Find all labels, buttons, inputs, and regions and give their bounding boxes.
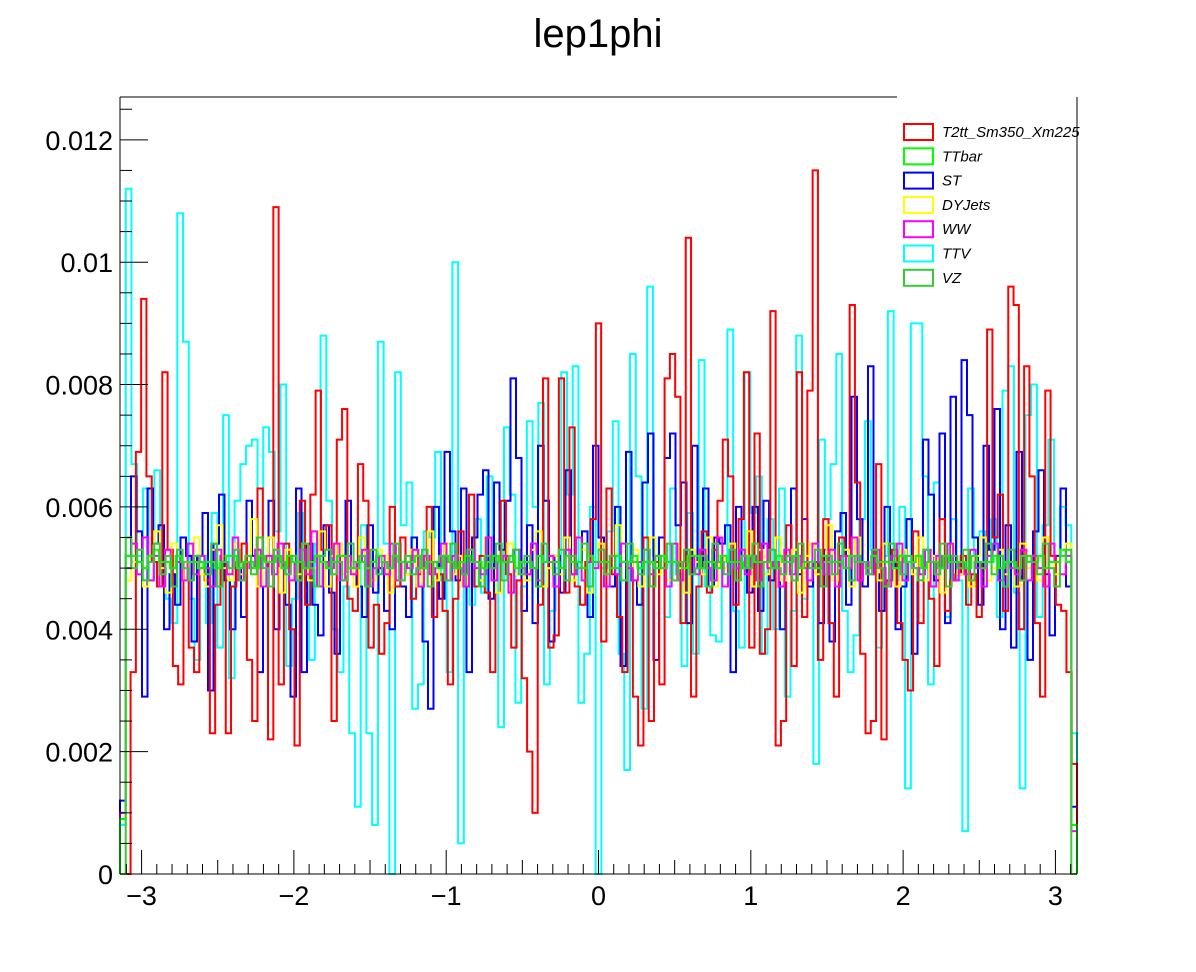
x-tick-label: 0 [591,881,606,911]
x-tick-label: −2 [278,881,309,911]
legend-label: TTV [942,246,972,263]
y-axis: 0 0.002 0.004 0.006 0.008 0.01 0.012 [45,108,148,890]
x-tick-label: 2 [896,881,911,911]
y-tick-label: 0.012 [45,126,113,156]
y-tick-label: 0.01 [60,248,113,278]
y-tick-label: 0.008 [45,371,113,401]
legend-swatch [903,268,934,287]
series-layer [119,169,1078,875]
legend-swatch [903,123,934,141]
legend-label: DYJets [942,197,991,214]
legend-swatch [903,244,934,263]
y-tick-label: 0.004 [45,615,113,645]
x-axis: −3 −2 −1 0 1 2 3 [125,850,1072,911]
x-tick-label: 3 [1048,881,1063,911]
legend-swatch [903,171,934,190]
legend-label: TTbar [942,148,983,165]
legend-label: ST [942,173,963,190]
series-vz-line [120,536,1077,875]
x-tick-label: 1 [743,881,758,911]
legend-swatch [903,195,934,214]
y-tick-label: 0.006 [45,493,113,523]
x-tick-label: −1 [431,881,462,911]
chart-title: lep1phi [533,12,662,56]
x-tick-label: −3 [126,881,157,911]
y-tick-label: 0 [98,860,113,890]
legend-label: WW [942,221,972,238]
y-tick-label: 0.002 [45,738,113,768]
legend-swatch [903,147,934,166]
legend-swatch [903,220,934,239]
series-t2tt-sm350-xm225-line [120,169,1078,875]
legend-label: VZ [942,270,962,287]
plot-frame [119,96,1078,875]
legend: T2tt_Sm350_Xm225 TTbar ST DYJets WW TTV VZ [903,123,1080,287]
legend-label: T2tt_Sm350_Xm225 [942,124,1080,141]
